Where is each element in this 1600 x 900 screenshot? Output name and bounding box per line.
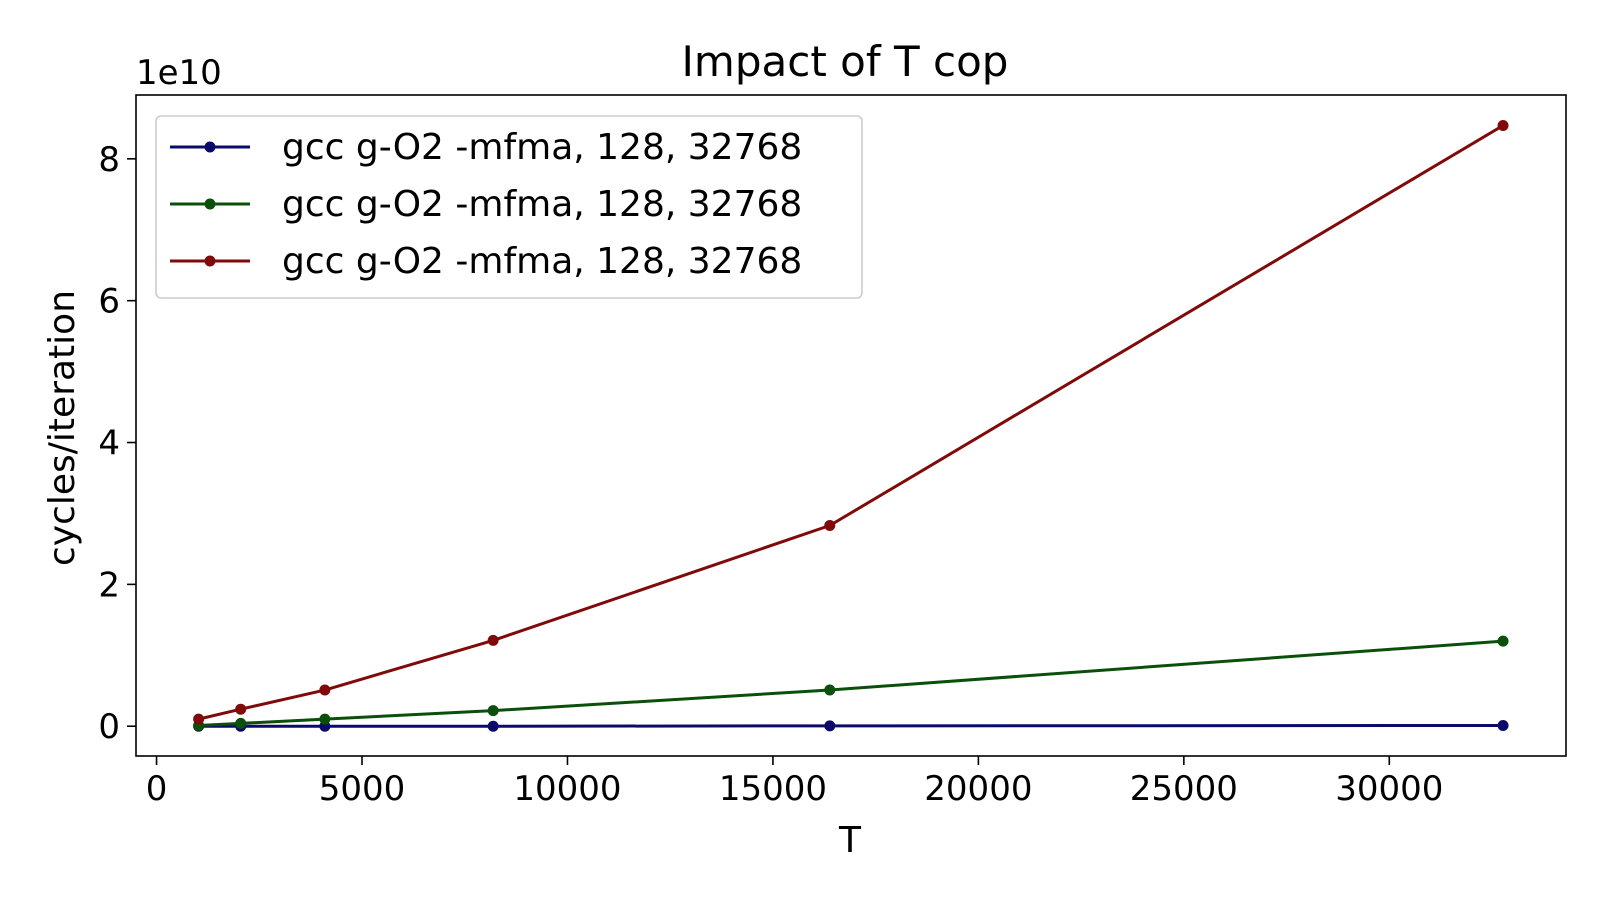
legend-box <box>155 115 863 299</box>
y-tick-label: 0 <box>98 707 120 747</box>
legend-marker-1 <box>204 141 216 153</box>
y-tick-label: 6 <box>98 282 120 322</box>
x-tick-label: 15000 <box>719 769 827 809</box>
data-point-series-2 <box>1497 635 1509 647</box>
x-tick-label: 25000 <box>1130 769 1238 809</box>
data-point-series-3 <box>319 684 331 696</box>
data-point-series-2 <box>319 713 331 725</box>
x-tick-label: 30000 <box>1335 769 1443 809</box>
y-axis-title: cycles/iteration <box>42 290 83 566</box>
legend-label-2: gcc g-O2 -mfma, 128, 32768 <box>282 184 802 225</box>
plot-frame <box>135 94 1567 757</box>
data-point-series-1 <box>824 720 836 732</box>
x-tick-label: 10000 <box>513 769 621 809</box>
legend: gcc g-O2 -mfma, 128, 32768 gcc g-O2 -mfma… <box>155 115 863 299</box>
x-tick-label: 0 <box>146 769 168 809</box>
y-tick-label: 2 <box>98 565 120 605</box>
legend-marker-2 <box>204 198 216 210</box>
chart-title: Impact of T cop <box>682 37 1009 86</box>
series-line-3 <box>198 124 1504 721</box>
data-point-series-2 <box>235 717 247 729</box>
data-point-series-3 <box>1497 119 1509 131</box>
data-point-series-3 <box>235 703 247 715</box>
data-point-series-3 <box>193 713 205 725</box>
series-line-1 <box>198 724 1504 728</box>
data-point-series-2 <box>824 684 836 696</box>
legend-label-1: gcc g-O2 -mfma, 128, 32768 <box>282 127 802 168</box>
legend-marker-3 <box>204 255 216 267</box>
y-tick-label: 4 <box>98 424 120 464</box>
data-point-series-3 <box>824 520 836 532</box>
data-point-series-1 <box>487 720 499 732</box>
y-axis-multiplier: 1e10 <box>136 53 222 93</box>
y-tick-label: 8 <box>98 140 120 180</box>
legend-label-3: gcc g-O2 -mfma, 128, 32768 <box>282 241 802 282</box>
series-line-2 <box>198 639 1504 727</box>
plot-area: 0 5000 10000 15000 20000 25000 30000 0 2 4 6 8 <box>98 94 1567 809</box>
x-tick-label: 5000 <box>319 769 406 809</box>
data-point-series-2 <box>487 705 499 717</box>
data-point-series-1 <box>1497 720 1509 732</box>
x-axis-title: T <box>838 820 862 861</box>
data-point-series-3 <box>487 634 499 646</box>
x-tick-label: 20000 <box>924 769 1032 809</box>
